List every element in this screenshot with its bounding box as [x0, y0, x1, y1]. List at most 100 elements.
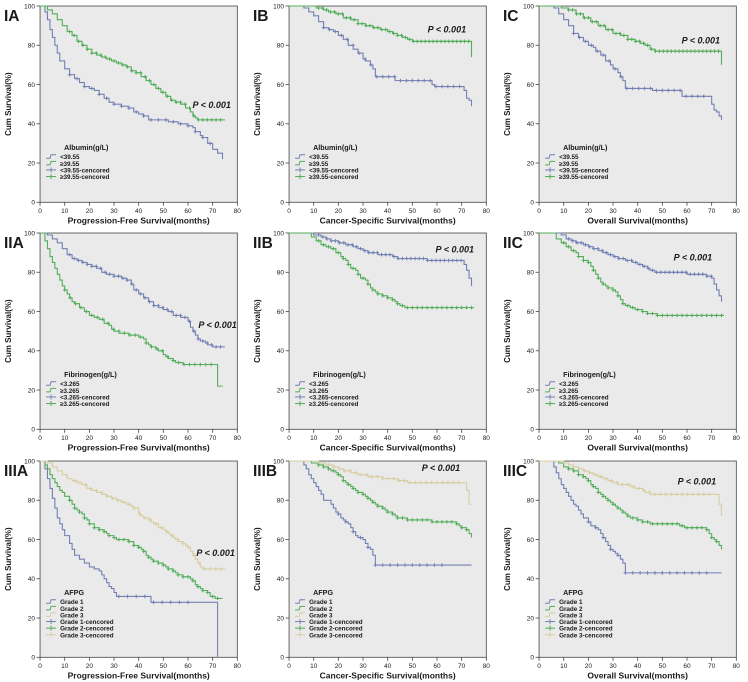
y-axis-title: Cum Survival(%) — [253, 299, 262, 363]
legend-item-label: ≥39.55 — [559, 161, 579, 168]
x-tick-label: 50 — [409, 208, 417, 215]
legend-line-glyph — [46, 388, 57, 393]
x-tick-label: 70 — [209, 662, 217, 669]
x-tick-label: 10 — [61, 662, 69, 669]
legend-item-label: Grade 2 — [60, 605, 84, 612]
y-tick-label: 0 — [281, 654, 285, 661]
legend-item-label: ≥3.265 — [559, 388, 579, 395]
x-tick-label: 80 — [234, 208, 242, 215]
x-tick-label: 40 — [634, 662, 642, 669]
x-tick-label: 70 — [458, 662, 466, 669]
legend-line-glyph — [295, 612, 306, 617]
panel-IIIC: 0 10 20 30 40 50 60 70 80 0 20 40 60 80 100 Overall Sur… — [499, 455, 748, 682]
x-tick-label: 30 — [110, 208, 118, 215]
y-axis-title: Cum Survival(%) — [4, 299, 13, 363]
legend-line-glyph — [544, 154, 555, 159]
legend-line-glyph — [295, 160, 306, 166]
legend-line-glyph — [295, 381, 306, 387]
x-tick-label: 30 — [609, 662, 617, 669]
x-tick-label: 40 — [384, 435, 392, 442]
x-tick-label: 50 — [160, 208, 168, 215]
legend-item-label: Grade 1-cencored — [559, 619, 613, 626]
x-axis-title: Cancer-Specific Survival(months) — [320, 215, 456, 225]
survival-curve-<39.55 — [538, 5, 722, 120]
legend-line-glyph — [544, 598, 555, 604]
p-value-label: P < 0.001 — [198, 321, 236, 331]
x-tick-label: 10 — [560, 435, 568, 442]
legend-title: Albumin(g/L) — [313, 143, 358, 152]
y-tick-label: 80 — [28, 497, 36, 504]
p-value-label: P < 0.001 — [428, 25, 466, 35]
panel-IIIB-svg: 0 10 20 30 40 50 60 70 80 0 20 40 60 80 100 Cancer-Spec… — [253, 458, 490, 680]
censor-marks-<3.265 — [317, 233, 464, 263]
p-value-label: P < 0.001 — [196, 548, 234, 558]
x-tick-label: 50 — [658, 662, 666, 669]
y-tick-label: 80 — [526, 497, 534, 504]
x-tick-label: 20 — [86, 662, 94, 669]
y-axis-title: Cum Survival(%) — [4, 527, 13, 591]
x-tick-label: 20 — [335, 208, 343, 215]
legend-item-label: Grade 3 — [559, 612, 583, 619]
legend-item-label: <39.55-cencored — [559, 167, 609, 174]
panel-label: IIIB — [253, 463, 277, 480]
x-tick-label: 70 — [209, 435, 217, 442]
y-axis-title: Cum Survival(%) — [503, 72, 512, 136]
y-tick-label: 20 — [277, 615, 285, 622]
panel-label: IIIC — [503, 463, 527, 480]
plot-area — [538, 5, 737, 203]
legend-item-label: <3.265 — [559, 382, 579, 389]
x-tick-label: 80 — [732, 435, 740, 442]
censor-marks-≥39.55 — [67, 29, 223, 122]
legend-item-label: ≥3.265-cencored — [60, 401, 109, 408]
x-tick-label: 60 — [184, 662, 192, 669]
legend-item-label: ≥3.265-cencored — [309, 401, 358, 408]
y-tick-label: 100 — [274, 3, 285, 10]
x-tick-label: 20 — [584, 435, 592, 442]
censor-marks-<39.55 — [571, 31, 706, 99]
x-tick-label: 10 — [61, 435, 69, 442]
y-tick-label: 80 — [526, 43, 534, 50]
censor-marks-Grade 3 — [571, 464, 711, 496]
x-tick-label: 60 — [434, 435, 442, 442]
legend-item-label: Grade 1 — [309, 599, 333, 606]
x-axis-title: Overall Survival(months) — [587, 215, 688, 225]
panel-IIB-svg: 0 10 20 30 40 50 60 70 80 0 20 40 60 80 100 Cancer-Spec… — [253, 231, 490, 453]
legend-item-label: <39.55 — [60, 154, 80, 161]
legend-item-label: <3.265-cencored — [559, 395, 609, 402]
x-tick-label: 40 — [384, 662, 392, 669]
x-tick-label: 0 — [38, 208, 42, 215]
x-tick-label: 20 — [86, 208, 94, 215]
legend-line-glyph — [46, 154, 57, 159]
y-tick-label: 100 — [523, 3, 534, 10]
y-tick-label: 100 — [24, 3, 35, 10]
x-tick-label: 70 — [458, 208, 466, 215]
y-tick-label: 0 — [31, 654, 35, 661]
x-tick-label: 60 — [434, 662, 442, 669]
legend-item-label: ≥3.265-cencored — [559, 401, 608, 408]
legend-item-label: Grade 3-cencored — [309, 632, 363, 639]
x-tick-label: 30 — [360, 208, 368, 215]
y-tick-label: 100 — [523, 458, 534, 465]
panel-label: IIC — [503, 235, 523, 252]
x-tick-label: 20 — [86, 435, 94, 442]
legend-line-glyph — [46, 612, 57, 617]
censor-marks-Grade 2 — [67, 498, 220, 600]
panel-IIA-svg: 0 10 20 30 40 50 60 70 80 0 20 40 60 80 100 Progression… — [4, 231, 242, 453]
y-tick-label: 20 — [526, 615, 534, 622]
legend-title: AFPG — [563, 588, 583, 597]
x-tick-label: 10 — [61, 208, 69, 215]
legend-line-glyph — [544, 381, 555, 387]
y-tick-label: 0 — [31, 200, 35, 207]
x-axis-title: Progression-Free Survival(months) — [68, 443, 210, 453]
y-tick-label: 60 — [526, 82, 534, 89]
y-tick-label: 80 — [526, 270, 534, 277]
x-tick-label: 20 — [584, 208, 592, 215]
panel-IIC-svg: 0 10 20 30 40 50 60 70 80 0 20 40 60 80 100 Overall Sur… — [503, 231, 740, 453]
x-tick-label: 80 — [234, 435, 242, 442]
y-tick-label: 100 — [274, 458, 285, 465]
legend-title: AFPG — [313, 588, 333, 597]
x-tick-label: 60 — [184, 435, 192, 442]
y-tick-label: 20 — [526, 388, 534, 395]
legend-line-glyph — [295, 605, 306, 610]
